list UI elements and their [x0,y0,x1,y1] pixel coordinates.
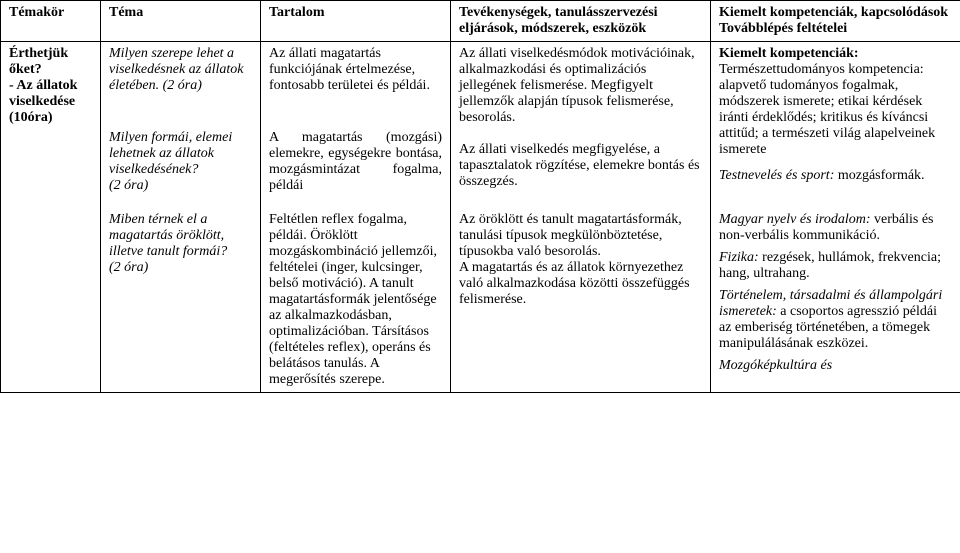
cell-kompetenciak: Magyar nyelv és irodalom: verbális és no… [711,198,960,393]
cell-temakor: Érthetjük őket? - Az állatok viselkedése… [1,42,101,199]
cell-tartalom: Az állati magatartás funkciójának értelm… [261,42,451,199]
col-header-temakor: Témakör [1,1,101,42]
kompetencia-body: mozgásformák. [838,168,925,183]
tema-text: Milyen formái, elemei lehetnek az állato… [109,130,252,194]
tartalom-text: A magatartás (mozgási) elemekre, egysége… [269,130,442,194]
cell-temakor-empty [1,198,101,393]
cell-tevekenysegek: Az állati viselkedésmódok motivációinak,… [451,42,711,199]
topic-title: - Az állatok viselkedése (10óra) [9,78,92,126]
cell-tema: Miben térnek el a magatartás öröklött, i… [101,198,261,393]
cell-tartalom: Feltétlen reflex fogalma, példái. Öröklö… [261,198,451,393]
curriculum-table: Témakör Téma Tartalom Tevékenységek, tan… [0,0,960,393]
table-row: Érthetjük őket? - Az állatok viselkedése… [1,42,960,199]
col-header-tema: Téma [101,1,261,42]
kompetencia-text: Magyar nyelv és irodalom: verbális és no… [719,212,952,244]
col-header-tartalom: Tartalom [261,1,451,42]
kompetencia-text: Mozgóképkultúra és [719,358,952,374]
tartalom-text: Feltétlen reflex fogalma, példái. Öröklö… [269,212,442,388]
kompetencia-lead: Fizika: [719,250,759,265]
tartalom-text: Az állati magatartás funkciójának értelm… [269,46,442,94]
tevekenyseg-text: Az állati viselkedés megfigyelése, a tap… [459,142,702,190]
kompetencia-text: Kiemelt kompetenciák: Természettudományo… [719,46,952,158]
table-header-row: Témakör Téma Tartalom Tevékenységek, tan… [1,1,960,42]
kompetencia-body: Természettudományos kompetencia: alapvet… [719,62,935,157]
cell-tema: Milyen szerepe lehet a viselkedésnek az … [101,42,261,199]
tema-text: Miben térnek el a magatartás öröklött, i… [109,212,252,276]
col-header-kompetenciak: Kiemelt kompetenciák, kapcsolódások Tová… [711,1,960,42]
table-row: Miben térnek el a magatartás öröklött, i… [1,198,960,393]
kompetencia-text: Testnevelés és sport: mozgásformák. [719,168,952,184]
kompetencia-text: Történelem, társadalmi és állampolgári i… [719,288,952,352]
tevekenyseg-text: Az öröklött és tanult magatartásformák, … [459,212,702,308]
kompetencia-text: Fizika: rezgések, hullámok, frekvencia; … [719,250,952,282]
tema-text: Milyen szerepe lehet a viselkedésnek az … [109,46,252,94]
topic-question: Érthetjük őket? [9,46,92,78]
cell-kompetenciak: Kiemelt kompetenciák: Természettudományo… [711,42,960,199]
kompetencia-lead: Testnevelés és sport: [719,168,834,183]
tevekenyseg-text: Az állati viselkedésmódok motivációinak,… [459,46,702,126]
cell-tevekenysegek: Az öröklött és tanult magatartásformák, … [451,198,711,393]
col-header-tevekenysegek: Tevékenységek, tanulásszervezési eljárás… [451,1,711,42]
kompetencia-lead: Magyar nyelv és irodalom: [719,212,871,227]
kompetencia-lead: Kiemelt kompetenciák: [719,46,859,61]
